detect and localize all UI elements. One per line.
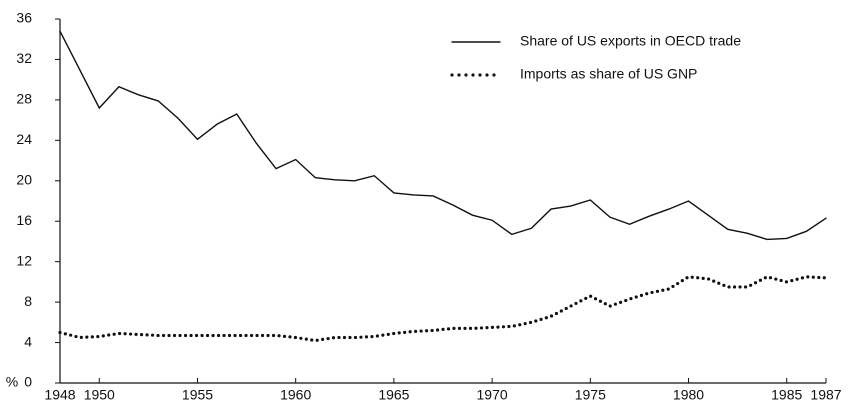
y-tick-label: 8 [24,293,32,309]
series-line [59,30,827,241]
x-tick-label: 1965 [378,387,409,403]
x-tick-label: 1985 [771,387,802,403]
x-tick-label: 1955 [182,387,213,403]
y-tick-label: 20 [16,171,32,187]
x-tick-label: 1980 [673,387,704,403]
y-tick-label: 4 [24,333,32,349]
x-tick-label: 1948 [44,387,75,403]
y-tick-label: 36 [16,10,32,26]
series-line [58,275,828,343]
y-tick-label: 16 [16,212,32,228]
legend-label: Share of US exports in OECD trade [520,33,741,49]
y-tick-label: 12 [16,252,32,268]
y-tick-label: 0 [24,374,32,390]
x-tick-label: 1975 [575,387,606,403]
y-tick-label: 28 [16,91,32,107]
x-tick-label: 1987 [810,387,841,403]
x-tick-label: 1960 [280,387,311,403]
x-tick-label: 1970 [477,387,508,403]
legend-label: Imports as share of US GNP [520,66,697,82]
y-axis-label: % [6,374,18,390]
y-tick-label: 24 [16,131,32,147]
y-tick-label: 32 [16,50,32,66]
x-tick-label: 1950 [84,387,115,403]
